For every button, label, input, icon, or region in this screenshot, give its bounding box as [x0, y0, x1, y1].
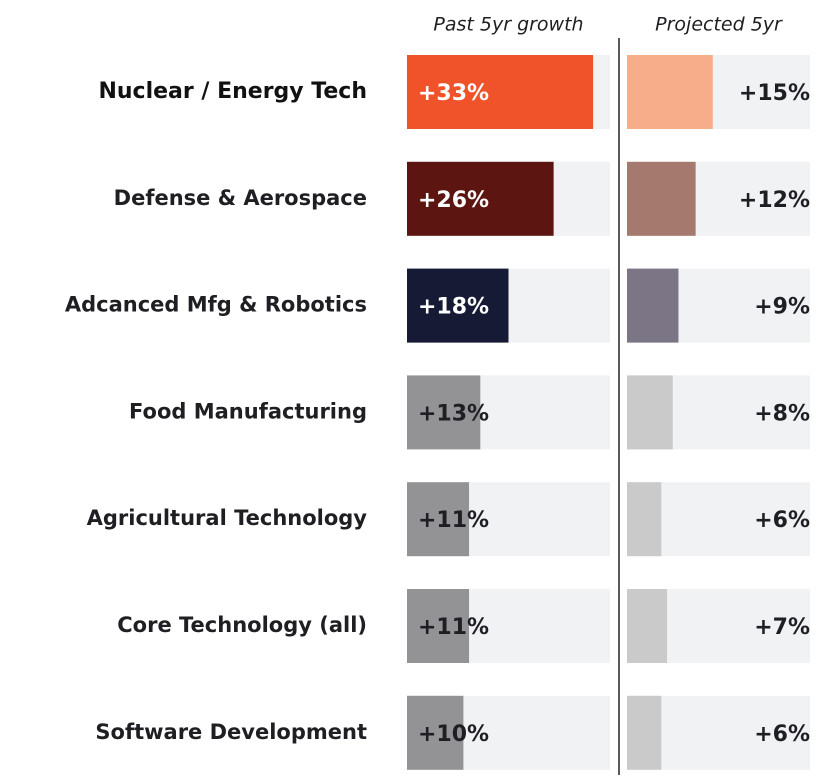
value-label: +11% [418, 508, 489, 533]
value-label: +33% [418, 81, 489, 106]
bar [407, 482, 470, 557]
value-label: +15% [739, 81, 810, 106]
value-label: +7% [754, 615, 810, 640]
bar [407, 695, 464, 770]
bar [407, 589, 470, 663]
category-label: Adcanced Mfg & Robotics [65, 293, 367, 317]
value-label: +8% [754, 401, 810, 426]
bar [407, 161, 554, 236]
category-label: Core Technology (all) [117, 613, 367, 637]
column-header: Projected 5yr [655, 14, 783, 36]
category-label: Food Manufacturing [129, 399, 367, 423]
column-header: Past 5yr growth [433, 14, 583, 36]
category-label: Agricultural Technology [87, 506, 368, 530]
value-label: +9% [754, 295, 810, 320]
value-label: +13% [418, 401, 489, 426]
value-label: +26% [418, 188, 489, 213]
bar [407, 55, 594, 129]
value-label: +18% [418, 295, 489, 320]
bar [627, 268, 679, 343]
bar [627, 589, 668, 663]
bar [627, 695, 662, 770]
category-label: Software Development [95, 720, 367, 744]
bar [407, 375, 481, 450]
bar [627, 161, 696, 236]
bar [627, 482, 662, 557]
value-label: +6% [754, 508, 810, 533]
category-label: Defense & Aerospace [114, 186, 367, 210]
value-label: +10% [418, 722, 489, 747]
bar [407, 268, 509, 343]
value-label: +12% [739, 188, 810, 213]
value-label: +11% [418, 615, 489, 640]
value-label: +6% [754, 722, 810, 747]
bar [627, 55, 713, 129]
category-label: Nuclear / Energy Tech [98, 79, 367, 104]
bar [627, 375, 673, 450]
